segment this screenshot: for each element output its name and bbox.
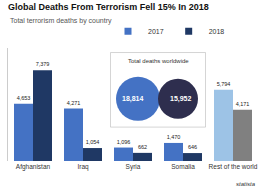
svg-text:Global Deaths From Terrorism F: Global Deaths From Terrorism Fell 15% In… [8, 2, 209, 12]
svg-text:1,470: 1,470 [167, 134, 181, 140]
svg-text:15,952: 15,952 [170, 95, 192, 103]
svg-text:Total terrorism deaths by coun: Total terrorism deaths by country [10, 17, 112, 25]
svg-text:5,794: 5,794 [217, 81, 231, 87]
svg-text:2017: 2017 [148, 28, 164, 35]
svg-text:1,054: 1,054 [86, 139, 100, 145]
svg-text:Iraq: Iraq [77, 163, 89, 171]
svg-text:1,096: 1,096 [117, 139, 131, 145]
svg-text:4,271: 4,271 [67, 100, 81, 106]
svg-text:2018: 2018 [209, 28, 225, 35]
svg-text:4,653: 4,653 [17, 95, 31, 101]
svg-text:Total deaths worldwide: Total deaths worldwide [128, 58, 189, 64]
svg-text:Rest of the world: Rest of the world [209, 163, 258, 170]
svg-text:Syria: Syria [126, 163, 141, 171]
svg-text:4,171: 4,171 [236, 101, 250, 107]
svg-text:18,814: 18,814 [122, 95, 144, 103]
svg-text:statista: statista [236, 181, 256, 187]
svg-text:Afghanistan: Afghanistan [16, 163, 51, 171]
svg-text:7,379: 7,379 [36, 61, 50, 67]
svg-text:Somalia: Somalia [171, 163, 195, 170]
svg-text:662: 662 [138, 144, 147, 150]
svg-text:646: 646 [188, 144, 197, 150]
